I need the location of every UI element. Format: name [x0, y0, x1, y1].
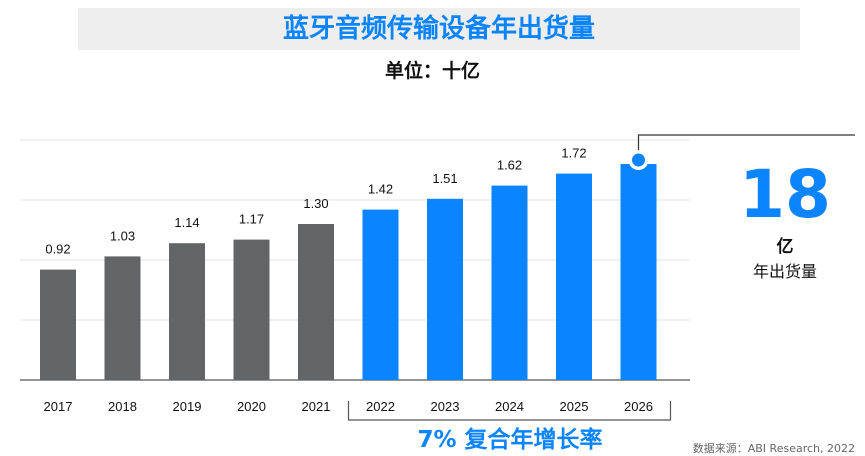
- cagr-label: 7% 复合年增长率: [417, 427, 603, 453]
- chart-decorations: [347, 134, 855, 421]
- x-tick-2020: 2020: [237, 399, 266, 414]
- bars: [40, 164, 657, 380]
- bar-2018: [104, 256, 141, 380]
- callout-marker-dot: [632, 153, 645, 167]
- chart-title: 蓝牙音频传输设备年出货量: [282, 14, 595, 44]
- value-label-2021: 1.30: [303, 196, 328, 211]
- callout-caption: 年出货量: [752, 262, 817, 281]
- value-label-2025: 1.72: [561, 146, 586, 161]
- value-labels: 0.92 1.03 1.14 1.17 1.30 1.42 1.51 1.62 1.72: [45, 146, 586, 257]
- value-label-2020: 1.17: [239, 212, 264, 227]
- bar-2020: [233, 239, 270, 380]
- value-label-2017: 0.92: [45, 242, 70, 257]
- value-label-2019: 1.14: [174, 215, 199, 230]
- x-axis-labels: 2017 2018 2019 2020 2021 2022 2023 2024 2025 2026: [44, 399, 653, 414]
- title-band: [78, 8, 800, 50]
- x-tick-2019: 2019: [173, 399, 202, 414]
- bar-2019: [169, 243, 205, 380]
- callout-unit: 亿: [776, 237, 794, 257]
- callout-value: 18: [739, 156, 831, 233]
- callout-leader-line: [637, 134, 855, 156]
- x-tick-2022: 2022: [366, 399, 395, 414]
- bar-2017: [40, 269, 76, 380]
- x-tick-2025: 2025: [560, 399, 589, 414]
- value-label-2024: 1.62: [497, 158, 522, 173]
- source-note: 数据来源：ABI Research, 2022: [692, 442, 855, 455]
- bar-2026: [620, 164, 657, 380]
- x-tick-2021: 2021: [302, 399, 331, 414]
- x-tick-2023: 2023: [431, 399, 460, 414]
- value-label-2022: 1.42: [368, 182, 393, 197]
- x-tick-2017: 2017: [44, 399, 73, 414]
- value-label-2018: 1.03: [110, 228, 135, 243]
- bar-2022: [362, 209, 399, 380]
- bar-2025: [556, 173, 592, 380]
- bar-2023: [427, 198, 463, 380]
- unit-label: 单位：十亿: [384, 60, 480, 82]
- x-tick-2024: 2024: [495, 399, 524, 414]
- value-label-2023: 1.51: [432, 171, 457, 186]
- bar-2021: [298, 224, 334, 380]
- bar-2024: [491, 185, 528, 380]
- forecast-bracket: [347, 401, 672, 421]
- x-tick-2018: 2018: [108, 399, 137, 414]
- x-tick-2026: 2026: [624, 399, 653, 414]
